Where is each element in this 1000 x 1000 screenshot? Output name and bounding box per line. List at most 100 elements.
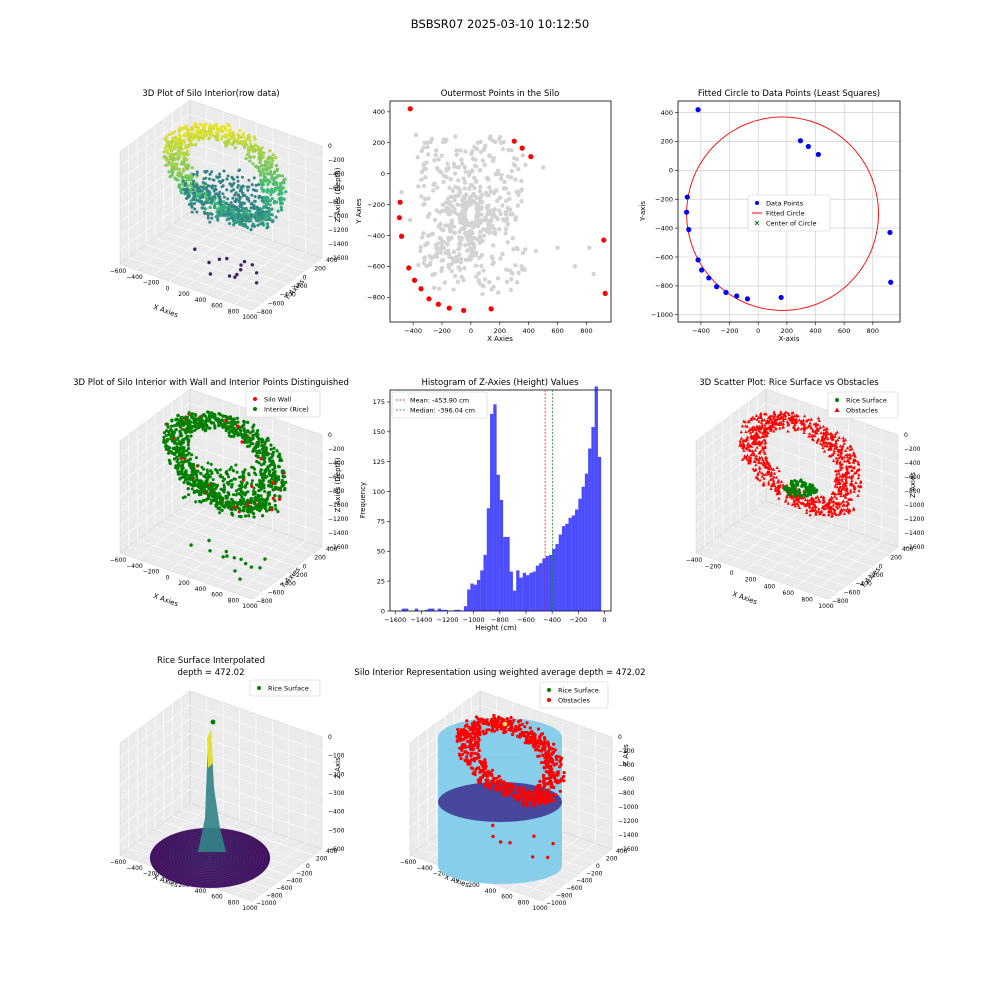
obst3d-obstacle-point <box>833 494 837 498</box>
wall3d-point <box>167 430 171 434</box>
obst3d-obstacle-point <box>758 451 762 455</box>
hist-bar <box>571 515 576 611</box>
outer-interior-point <box>433 152 438 158</box>
obst3d-obstacle-point <box>820 505 825 509</box>
obst3d-obstacle-point <box>779 410 783 414</box>
raw3d-ytick-label: −200 <box>291 283 308 290</box>
obst3d-rice-point <box>802 481 807 485</box>
surf3d-gridline <box>189 732 323 780</box>
obst3d-obstacle-point <box>817 509 821 513</box>
obst3d-obstacle-point <box>840 487 844 491</box>
outer-interior-point <box>448 200 453 205</box>
raw3d-point <box>199 185 203 189</box>
raw3d-point <box>257 151 261 155</box>
obst3d-obstacle-point <box>808 502 812 506</box>
obst3d-obstacle-point <box>761 445 765 449</box>
circle-legend-label: Data Points <box>766 199 804 207</box>
wall3d-point <box>243 440 247 444</box>
wall3d-point <box>237 514 241 518</box>
outer-interior-point <box>504 216 510 221</box>
wall3d-point <box>233 427 237 431</box>
wall3d-point <box>213 483 217 486</box>
wall3d-point <box>206 492 210 496</box>
obst3d-obstacle-point <box>773 421 777 425</box>
surf3d-ytick-label: 0 <box>306 863 310 870</box>
outer-interior-point <box>419 194 424 199</box>
obst3d-obstacle-point <box>821 424 826 428</box>
wall3d-point <box>256 454 260 458</box>
obst3d-obstacle-point <box>828 506 832 510</box>
wall3d-gridline <box>218 423 290 588</box>
raw3d-point <box>239 209 242 213</box>
hist-ytick-label: 50 <box>377 548 385 556</box>
outer-frame <box>389 100 612 323</box>
raw3d-point <box>191 182 195 186</box>
cyl3d-obstacle-point <box>535 747 539 751</box>
obst3d-obstacle-point <box>811 434 815 438</box>
circle-ytick-label: 200 <box>661 138 673 146</box>
obst3d-obstacle-point <box>839 463 843 466</box>
hist-bar <box>503 536 507 611</box>
obst3d-obstacle-point <box>824 440 828 444</box>
obst3d-obstacle-point <box>761 463 765 467</box>
obst3d-obstacle-point <box>843 488 847 492</box>
obst3d-obstacle-point <box>837 456 841 460</box>
outer-interior-point <box>425 140 430 145</box>
cyl3d-obstacle-point <box>522 786 526 790</box>
wall3d-point <box>190 424 194 429</box>
obst3d-obstacle-point <box>796 426 800 430</box>
wall3d-point <box>199 493 203 496</box>
wall3d-point <box>251 429 255 433</box>
wall3d-xtick-label: −400 <box>126 563 143 570</box>
raw3d-point <box>275 169 279 173</box>
outer-interior-point <box>519 178 524 184</box>
obst3d-obstacle-point <box>845 466 849 470</box>
outer-interior-point <box>452 206 457 212</box>
wall3d-point <box>245 481 249 485</box>
surf3d-ztick-label: −500 <box>328 827 345 834</box>
outer-interior-point <box>496 137 502 142</box>
cyl3d-obstacle-point <box>555 757 559 762</box>
cyl3d-obstacle-point <box>536 783 540 788</box>
obst3d-obstacle-point <box>753 417 757 420</box>
raw3d-point <box>184 146 188 150</box>
obst3d-legend-box <box>827 391 899 419</box>
obst3d-obstacle-point <box>768 417 772 421</box>
raw3d-point <box>268 216 272 221</box>
obst3d-obstacle-point <box>817 512 822 516</box>
cyl3d-ztick-label: −1200 <box>618 818 638 825</box>
raw3d-ztick-label: −1600 <box>328 255 348 262</box>
obst3d-obstacle-point <box>755 457 759 461</box>
surf3d-zlabel: Z Axis <box>334 757 342 779</box>
wall3d-point <box>234 463 238 467</box>
outer-xtick-label: 0 <box>469 327 473 335</box>
obst3d-obstacle-point <box>840 466 844 470</box>
wall3d-point <box>232 556 236 560</box>
outer-interior-point <box>439 153 444 158</box>
obst3d-obstacle-point <box>764 430 769 434</box>
raw3d-point <box>232 137 236 141</box>
obst3d-obstacle-point <box>840 477 844 481</box>
outer-interior-point <box>439 240 445 246</box>
circle-data-point <box>723 289 729 295</box>
outer-interior-point <box>507 196 512 201</box>
wall3d-point <box>186 443 190 447</box>
obst3d-obstacle-point <box>767 419 771 422</box>
obst3d-obstacle-point <box>787 416 791 420</box>
outer-interior-point <box>508 287 513 293</box>
wall3d-point <box>207 538 211 543</box>
hist-bar <box>519 577 523 611</box>
obst3d-obstacle-point <box>846 501 851 505</box>
raw3d-point <box>184 191 188 195</box>
raw3d-point <box>184 124 188 129</box>
outer-interior-point <box>436 224 441 229</box>
wall3d-point <box>239 429 243 433</box>
surf3d-ytick-label: 400 <box>326 848 338 855</box>
raw3d-point <box>275 175 279 179</box>
obst3d-xtick-label: −400 <box>686 557 703 564</box>
raw3d-point <box>178 141 183 146</box>
outer-interior-point <box>480 158 486 163</box>
raw3d-point <box>228 128 232 132</box>
obst3d-obstacle-point <box>777 496 781 500</box>
cyl3d-obstacle-point <box>468 745 472 749</box>
